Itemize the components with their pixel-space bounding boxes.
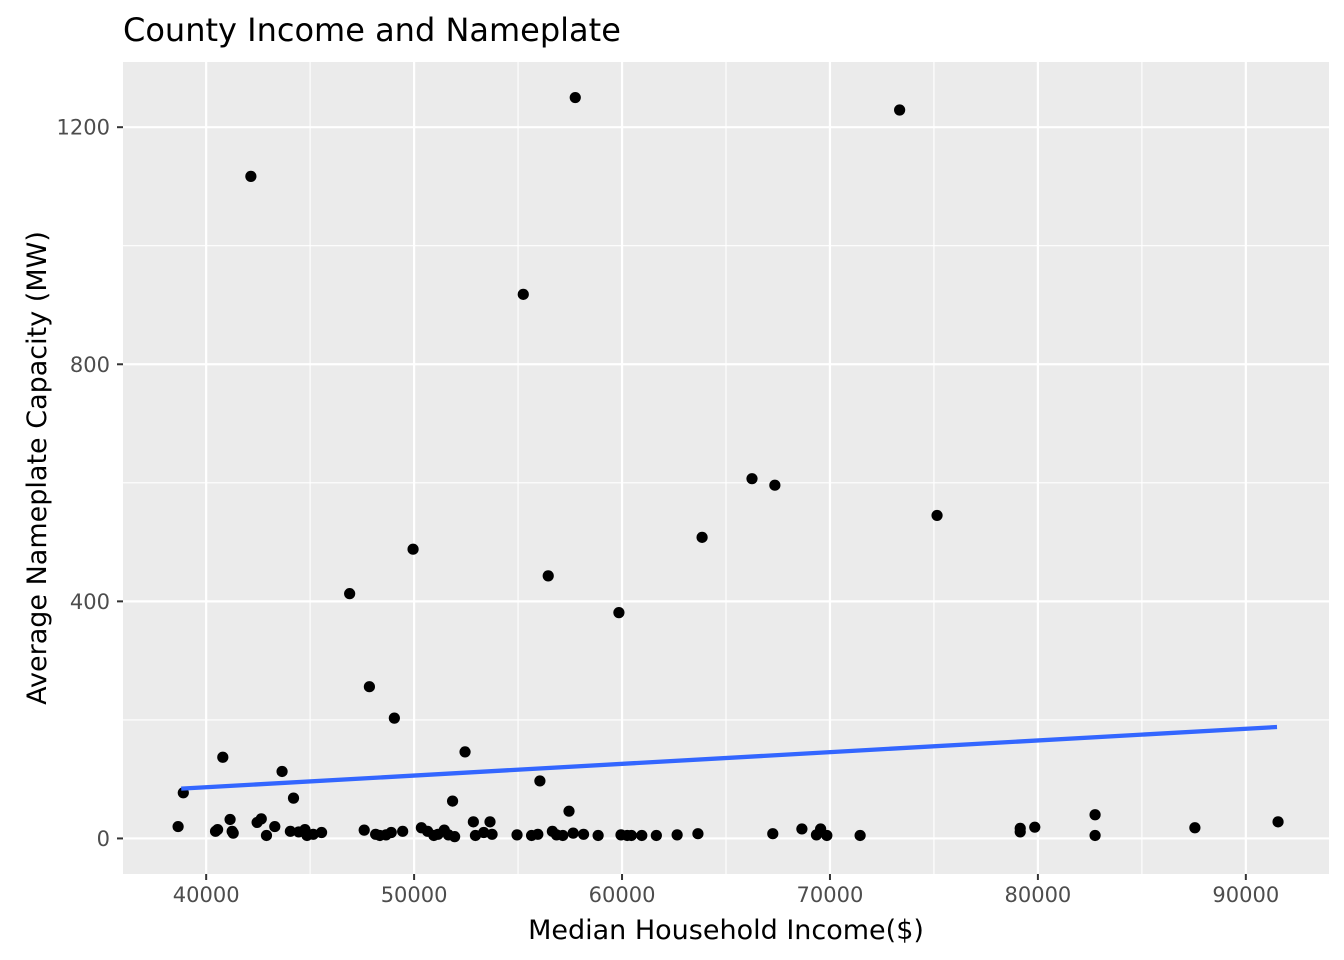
- x-tick-label: 70000: [797, 883, 864, 907]
- data-point: [307, 828, 319, 840]
- x-tick-label: 40000: [173, 883, 240, 907]
- data-point: [1189, 822, 1201, 834]
- x-tick-label: 60000: [589, 883, 656, 907]
- y-tick-label: 800: [70, 353, 110, 377]
- data-point: [486, 828, 498, 840]
- data-point: [636, 829, 648, 842]
- data-point: [894, 104, 906, 116]
- data-point: [344, 588, 356, 600]
- y-tick-label: 1200: [57, 116, 110, 140]
- data-point: [397, 825, 409, 837]
- data-point: [407, 543, 419, 555]
- data-point: [592, 829, 604, 842]
- data-point: [446, 795, 459, 807]
- trend-line-layer: [181, 724, 1278, 791]
- data-point: [557, 829, 569, 842]
- data-point: [796, 823, 808, 835]
- data-point: [650, 829, 662, 842]
- major-gridlines: [123, 62, 1329, 874]
- data-point: [315, 826, 328, 839]
- data-points: [172, 91, 1284, 843]
- y-tick-label: 400: [70, 590, 110, 614]
- x-tick-label: 90000: [1212, 883, 1279, 907]
- data-point: [255, 813, 267, 825]
- x-tick-label: 80000: [1004, 883, 1071, 907]
- data-point: [542, 570, 554, 582]
- data-point: [1029, 821, 1041, 833]
- data-point: [467, 816, 479, 828]
- data-point: [1089, 829, 1101, 842]
- data-point: [449, 831, 461, 843]
- data-point: [358, 824, 370, 836]
- data-point: [1014, 822, 1026, 834]
- data-point: [484, 816, 496, 828]
- trend-line: [181, 724, 1278, 791]
- y-axis-title: Average Nameplate Capacity (MW): [22, 231, 53, 705]
- data-point: [388, 712, 400, 724]
- data-point: [563, 805, 575, 817]
- data-point: [769, 479, 781, 491]
- data-point: [577, 828, 590, 840]
- data-point: [284, 825, 296, 837]
- data-point: [478, 826, 490, 839]
- data-point: [517, 288, 529, 300]
- data-point: [613, 607, 625, 619]
- data-point: [931, 509, 943, 522]
- data-point: [692, 828, 704, 840]
- data-point: [1089, 809, 1101, 821]
- x-axis-title: Median Household Income($): [528, 915, 924, 946]
- data-point: [227, 827, 239, 839]
- data-point: [269, 820, 281, 833]
- data-point: [363, 681, 375, 693]
- data-point: [1272, 816, 1284, 828]
- data-point: [172, 820, 184, 833]
- data-point: [746, 473, 758, 485]
- y-tick-label: 0: [97, 827, 110, 851]
- data-point: [212, 823, 224, 836]
- data-point: [534, 775, 546, 787]
- y-axis: 0 400 800 1200: [57, 116, 123, 851]
- data-point: [567, 827, 579, 839]
- data-point: [217, 751, 229, 763]
- data-point: [767, 828, 779, 840]
- data-point: [532, 828, 544, 840]
- data-point: [260, 829, 273, 842]
- data-point: [625, 829, 637, 842]
- data-point: [459, 746, 471, 758]
- data-point: [245, 170, 257, 182]
- data-point: [276, 765, 288, 778]
- data-point: [287, 792, 300, 804]
- data-point: [671, 829, 683, 841]
- x-tick-label: 50000: [381, 883, 448, 907]
- data-point: [224, 813, 236, 826]
- data-point: [854, 829, 866, 842]
- data-point: [511, 829, 523, 841]
- minor-gridlines: [123, 62, 1329, 874]
- x-axis: 40000 50000 60000 70000 80000 90000: [173, 874, 1279, 907]
- data-point: [696, 531, 708, 543]
- data-point: [569, 91, 581, 104]
- data-point: [821, 829, 833, 842]
- chart-title: County Income and Nameplate: [123, 11, 621, 49]
- data-point: [385, 826, 397, 839]
